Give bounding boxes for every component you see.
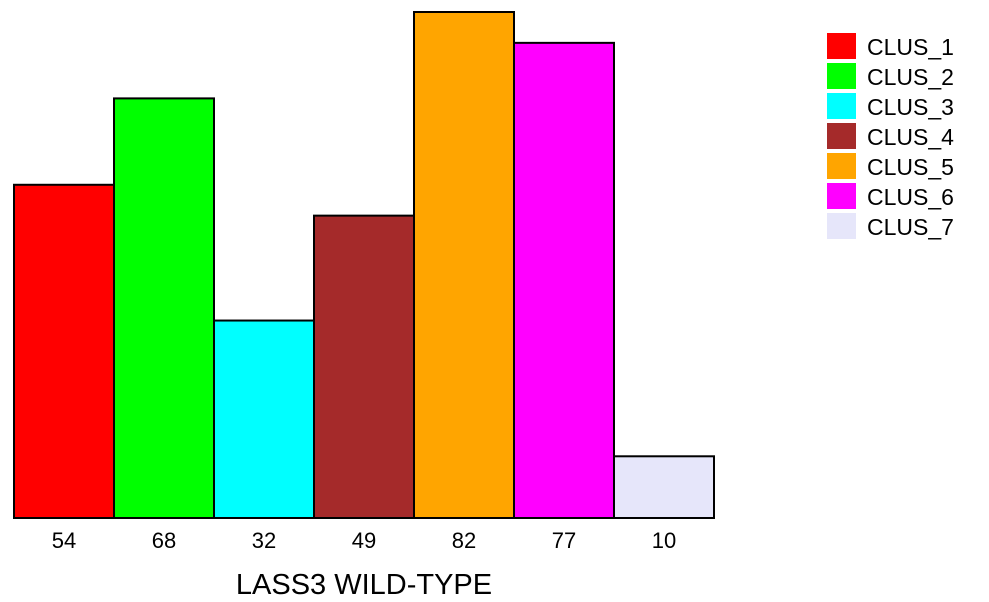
tick-label: 10	[652, 528, 676, 553]
bar-clus-3	[213, 319, 315, 519]
tick-label: 32	[252, 528, 276, 553]
legend-label: CLUS_6	[867, 184, 954, 210]
legend: CLUS_1 CLUS_2 CLUS_3 CLUS_4 CLUS_5 CLUS_6 CLUS…	[827, 33, 954, 240]
legend-label: CLUS_7	[867, 214, 954, 240]
tick-label: 68	[152, 528, 176, 553]
tick-label: 54	[52, 528, 76, 553]
legend-swatch	[827, 183, 856, 209]
legend-label: CLUS_1	[867, 34, 954, 60]
tick-label: 49	[352, 528, 376, 553]
legend-swatch	[827, 123, 856, 149]
tick-label: 77	[552, 528, 576, 553]
legend-swatch	[827, 63, 856, 89]
legend-label: CLUS_4	[867, 124, 954, 150]
bar-clus-4	[313, 214, 415, 519]
legend-swatch	[827, 153, 856, 179]
legend-swatch	[827, 33, 856, 59]
legend-swatch	[827, 213, 856, 239]
legend-label: CLUS_3	[867, 94, 954, 120]
x-axis-title: LASS3 WILD-TYPE	[236, 569, 492, 601]
bar-clus-2	[113, 97, 215, 519]
bars-group	[13, 11, 715, 520]
tick-labels-group: 54 68 32 49 82 77 10	[52, 528, 676, 553]
bar-clus-1	[13, 183, 115, 519]
bar-clus-6	[513, 41, 615, 519]
legend-swatch	[827, 93, 856, 119]
bar-clus-7	[613, 455, 715, 520]
legend-label: CLUS_5	[867, 154, 954, 180]
bar-clus-5	[413, 11, 515, 519]
tick-label: 82	[452, 528, 476, 553]
legend-label: CLUS_2	[867, 64, 954, 90]
